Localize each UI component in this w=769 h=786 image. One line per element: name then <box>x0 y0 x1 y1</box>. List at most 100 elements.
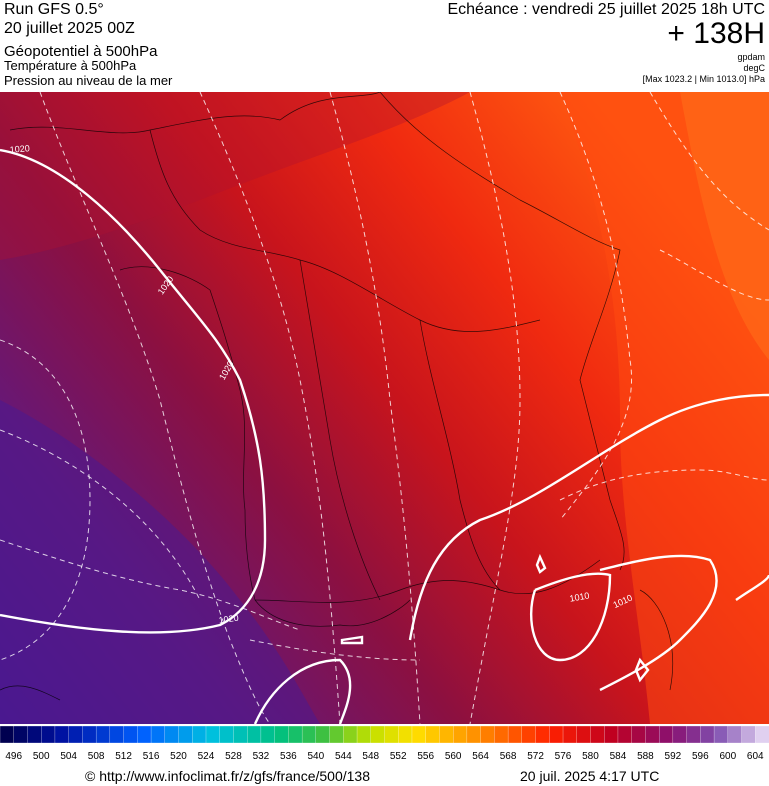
colorbar-swatch <box>453 725 468 744</box>
temperature-isoline <box>39 92 271 724</box>
colorbar-swatch <box>137 725 152 744</box>
colorbar-swatch <box>521 725 537 744</box>
colorbar-label: 604 <box>747 751 764 762</box>
colorbar-swatch <box>123 725 138 744</box>
colorbar-swatch <box>604 725 619 744</box>
border-line <box>9 92 381 134</box>
colorbar-swatch <box>590 725 605 744</box>
colorbar-swatch <box>439 725 454 744</box>
colorbar-swatch <box>535 725 550 744</box>
colorbar-swatch <box>700 725 715 744</box>
pressure-range: [Max 1023.2 | Min 1013.0] hPa <box>643 74 765 84</box>
colorbar-label: 564 <box>472 751 489 762</box>
isobar <box>735 574 769 601</box>
isobar <box>530 572 612 662</box>
footer-url: © http://www.infoclimat.fr/z/gfs/france/… <box>85 768 370 784</box>
border-line <box>0 685 61 701</box>
temperature-isoline <box>0 539 301 631</box>
colorbar-swatch <box>68 725 84 744</box>
unit-degc: degC <box>743 63 765 73</box>
colorbar-label: 588 <box>637 751 654 762</box>
colorbar-swatch <box>0 725 15 744</box>
colorbar-label: 580 <box>582 751 599 762</box>
colorbar-swatch <box>13 725 29 744</box>
colorbar-swatch <box>713 725 729 744</box>
colorbar-swatch <box>260 725 276 744</box>
colorbar-swatch <box>301 725 317 744</box>
run-date: 20 juillet 2025 00Z <box>4 20 135 37</box>
colorbar-label: 504 <box>60 751 77 762</box>
colorbar-label: 568 <box>500 751 517 762</box>
colorbar-swatch <box>329 725 344 744</box>
colorbar-swatch <box>425 725 441 744</box>
colorbar-label: 556 <box>417 751 434 762</box>
colorbar-swatch <box>274 725 290 744</box>
isobar-label: 1010 <box>569 590 590 603</box>
border-line <box>299 259 381 601</box>
colorbar-label: 552 <box>390 751 407 762</box>
field-temperature: Température à 500hPa <box>4 58 137 73</box>
colorbar: 496 500 504 508 512 516 520 524 528 532 536 540 544 5… <box>0 725 769 762</box>
colorbar-swatch <box>247 725 262 744</box>
colorbar-swatch <box>411 725 427 744</box>
colorbar-label: 560 <box>445 751 462 762</box>
colorbar-swatch <box>356 725 372 744</box>
colorbar-label: 548 <box>362 751 379 762</box>
colorbar-label: 496 <box>5 751 22 762</box>
isobar-label: 1020 <box>218 613 239 626</box>
colorbar-label: 532 <box>253 751 270 762</box>
colorbar-swatch <box>549 725 564 744</box>
colorbar-swatch <box>727 725 743 744</box>
colorbar-label: 524 <box>198 751 215 762</box>
isobar <box>599 554 718 692</box>
colorbar-label: 576 <box>555 751 572 762</box>
colorbar-label: 600 <box>719 751 736 762</box>
colorbar-swatch <box>164 725 180 744</box>
colorbar-label: 508 <box>88 751 105 762</box>
colorbar-swatch <box>233 725 248 744</box>
colorbar-swatch <box>82 725 97 744</box>
border-line <box>254 599 411 627</box>
temperature-isoline <box>0 339 91 661</box>
colorbar-label: 512 <box>115 751 132 762</box>
temperature-isoline <box>649 92 769 231</box>
unit-gpdam: gpdam <box>737 52 765 62</box>
colorbar-swatch <box>480 725 496 744</box>
colorbar-label: 544 <box>335 751 352 762</box>
colorbar-swatch <box>219 725 235 744</box>
colorbar-label: 572 <box>527 751 544 762</box>
colorbar-swatch <box>315 725 331 744</box>
temperature-isoline <box>659 249 769 301</box>
isobar <box>634 657 650 683</box>
colorbar-swatch <box>507 725 523 744</box>
isobar <box>340 635 364 645</box>
border-line <box>379 92 625 571</box>
border-line <box>119 266 256 601</box>
border-line <box>254 559 601 603</box>
colorbar-swatch <box>645 725 660 744</box>
border-line <box>419 319 501 591</box>
isobar <box>0 148 267 634</box>
colorbar-swatch <box>343 725 358 744</box>
colorbar-label: 528 <box>225 751 242 762</box>
colorbar-swatch <box>109 725 125 744</box>
colorbar-label: 536 <box>280 751 297 762</box>
colorbar-swatch <box>54 725 70 744</box>
colorbar-swatch <box>576 725 592 744</box>
colorbar-swatch <box>686 725 701 744</box>
colorbar-label: 540 <box>307 751 324 762</box>
lead-time: + 138H <box>667 17 765 50</box>
colorbar-swatch <box>288 725 303 744</box>
colorbar-label: 520 <box>170 751 187 762</box>
colorbar-swatch <box>192 725 207 744</box>
run-title: Run GFS 0.5° <box>4 1 104 18</box>
colorbar-swatch <box>617 725 633 744</box>
colorbar-swatch <box>41 725 56 744</box>
colorbar-swatch <box>27 725 42 744</box>
temperature-isoline <box>559 469 769 501</box>
field-pressure: Pression au niveau de la mer <box>4 73 173 88</box>
temperature-band <box>680 92 769 360</box>
colorbar-swatch <box>672 725 688 744</box>
